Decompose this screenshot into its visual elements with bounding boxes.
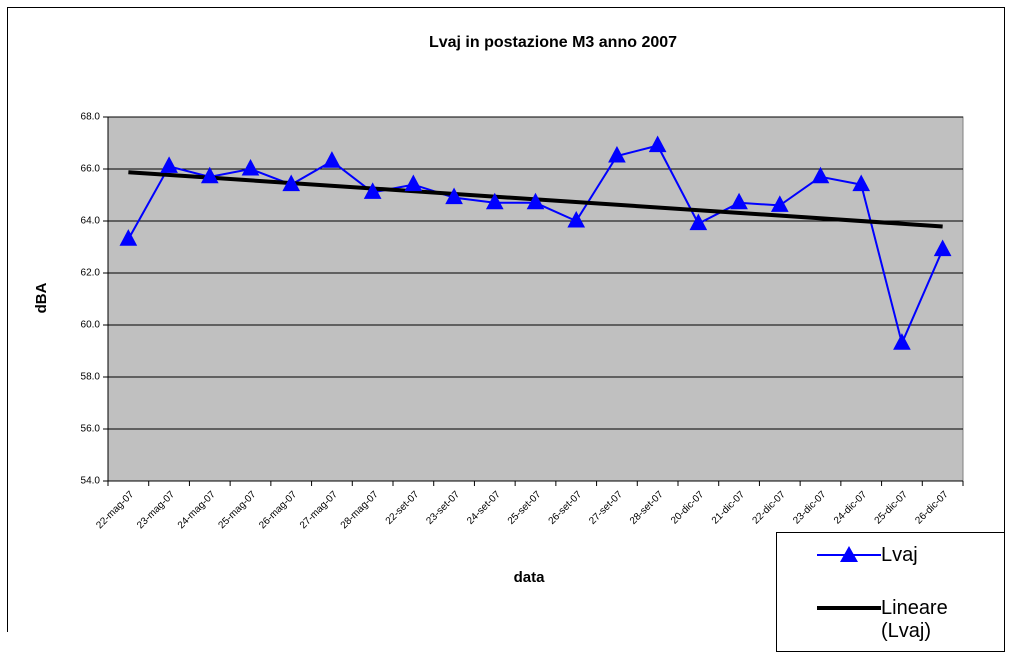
data-point	[933, 239, 952, 257]
data-point	[608, 145, 626, 163]
y-tick-label: 56.0	[81, 424, 101, 435]
chart: Lvaj in postazione M3 anno 2007 dBA data…	[7, 7, 1005, 632]
data-point	[811, 166, 830, 184]
legend-item: Lineare (Lvaj)	[777, 588, 1006, 642]
y-tick-label: 60.0	[81, 320, 101, 331]
data-point	[567, 210, 586, 228]
data-point	[526, 192, 545, 210]
y-tick-label: 64.0	[81, 216, 101, 227]
legend-symbol	[817, 606, 881, 610]
page: {"chart_data": {"type": "line", "title":…	[7, 7, 1005, 652]
data-point	[893, 333, 911, 350]
data-point	[200, 166, 219, 184]
data-point	[770, 195, 789, 212]
y-axis-title: dBA	[33, 282, 50, 313]
y-tick-label: 68.0	[81, 112, 101, 123]
y-tick-label: 62.0	[81, 268, 101, 279]
y-tick-label: 66.0	[81, 164, 101, 175]
legend: Lvaj Lineare (Lvaj)	[776, 532, 1005, 652]
data-point	[160, 156, 178, 173]
legend-label: Lineare (Lvaj)	[881, 597, 948, 642]
legend-item: Lvaj	[777, 535, 1006, 575]
legend-marker	[840, 546, 858, 562]
data-point	[485, 192, 504, 210]
y-tick-label: 54.0	[81, 476, 101, 487]
data-point	[445, 187, 463, 205]
data-point	[363, 182, 382, 199]
data-point	[241, 158, 260, 176]
data-point	[689, 213, 708, 231]
data-point	[119, 229, 138, 246]
data-point	[404, 174, 423, 192]
legend-symbol	[817, 546, 881, 562]
chart-title: Lvaj in postazione M3 anno 2007	[429, 34, 677, 51]
data-point	[648, 135, 667, 153]
x-axis-title: data	[514, 569, 546, 586]
data-point	[852, 174, 871, 192]
data-point	[323, 151, 341, 168]
y-tick-label: 58.0	[81, 372, 101, 383]
data-point	[730, 192, 748, 210]
legend-label: Lvaj	[881, 544, 918, 566]
data-point	[282, 174, 301, 192]
